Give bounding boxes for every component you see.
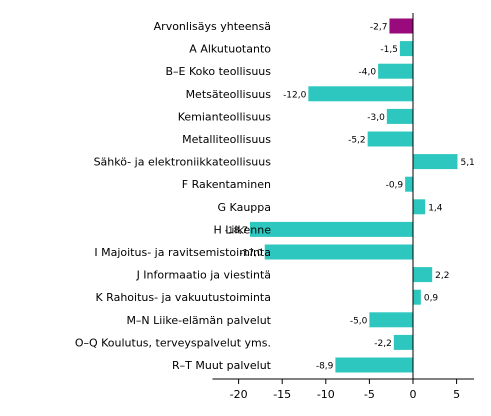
value-label: -2,2 <box>374 339 392 349</box>
category-label: Kemianteollisuus <box>178 110 272 123</box>
x-tick-label: -10 <box>317 388 335 401</box>
x-tick-label: -20 <box>230 388 248 401</box>
value-label: -2,7 <box>370 23 388 33</box>
category-label: B–E Koko teollisuus <box>166 65 272 78</box>
value-label: -1,5 <box>380 45 398 55</box>
bar <box>264 244 413 260</box>
category-label: G Kauppa <box>218 201 271 214</box>
bar <box>308 86 413 102</box>
category-label: Arvonlisäys yhteensä <box>154 20 271 33</box>
category-label: F Rakentaminen <box>182 178 271 191</box>
value-label: -0,9 <box>386 181 404 191</box>
category-label: K Rahoitus- ja vakuutustoiminta <box>95 291 271 304</box>
value-label: -17,0 <box>239 249 263 259</box>
category-label: Sähkö- ja elektroniikkateollisuus <box>94 156 272 169</box>
category-label: Metalliteollisuus <box>182 133 271 146</box>
bar <box>413 199 426 215</box>
x-tick-label: 0 <box>410 388 417 401</box>
value-label: -5,2 <box>348 136 366 146</box>
value-label: -4,0 <box>359 68 377 78</box>
value-label: -8,9 <box>316 362 334 372</box>
bar <box>393 334 413 350</box>
bar <box>386 108 413 124</box>
bar <box>405 176 413 192</box>
bar <box>413 267 433 283</box>
x-tick-label: -5 <box>364 388 375 401</box>
category-label: J Informaatio ja viestintä <box>136 269 271 282</box>
category-label: Metsäteollisuus <box>186 88 272 101</box>
value-label: -18,7 <box>225 226 248 236</box>
value-label: 2,2 <box>435 271 449 281</box>
category-label: M–N Liike-elämän palvelut <box>126 314 271 327</box>
category-label: H Liikenne <box>214 223 272 236</box>
value-label: 0,9 <box>424 294 439 304</box>
bar <box>389 18 413 34</box>
value-label: 1,4 <box>428 203 443 213</box>
value-label: -5,0 <box>350 316 368 326</box>
bar <box>367 131 413 147</box>
category-label: I Majoitus- ja ravitsemistoiminta <box>94 246 271 259</box>
x-tick-label: 5 <box>453 388 460 401</box>
bar <box>413 154 458 170</box>
bar <box>378 63 413 79</box>
bar <box>249 221 413 237</box>
bar <box>369 312 413 328</box>
value-label: 5,1 <box>460 158 474 168</box>
bar <box>335 357 413 373</box>
category-label: R–T Muut palvelut <box>172 359 272 372</box>
bar <box>399 41 413 57</box>
category-label: O–Q Koulutus, terveyspalvelut yms. <box>75 336 271 349</box>
category-label: A Alkutuotanto <box>189 43 271 56</box>
x-tick-label: -15 <box>273 388 291 401</box>
value-label: -12,0 <box>283 90 307 100</box>
bar <box>413 289 421 305</box>
value-label: -3,0 <box>367 113 385 123</box>
